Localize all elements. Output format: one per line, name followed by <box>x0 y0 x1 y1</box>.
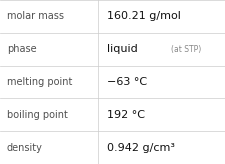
Text: −63 °C: −63 °C <box>107 77 147 87</box>
Text: melting point: melting point <box>7 77 72 87</box>
Text: phase: phase <box>7 44 36 54</box>
Text: liquid: liquid <box>107 44 137 54</box>
Text: molar mass: molar mass <box>7 11 63 21</box>
Text: density: density <box>7 143 43 153</box>
Text: 0.942 g/cm³: 0.942 g/cm³ <box>107 143 175 153</box>
Text: 160.21 g/mol: 160.21 g/mol <box>107 11 180 21</box>
Text: (at STP): (at STP) <box>170 45 200 54</box>
Text: boiling point: boiling point <box>7 110 67 120</box>
Text: 192 °C: 192 °C <box>107 110 145 120</box>
